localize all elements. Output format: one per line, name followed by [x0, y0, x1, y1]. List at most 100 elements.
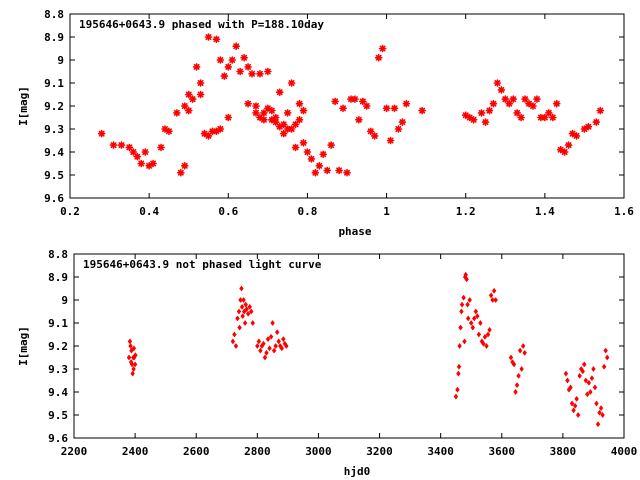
data-point — [279, 345, 285, 352]
data-point — [284, 342, 289, 350]
data-point — [275, 88, 284, 96]
data-point — [418, 106, 426, 115]
data-point — [568, 384, 573, 391]
x-tick-label: 3000 — [305, 445, 332, 458]
data-point — [311, 168, 320, 177]
data-point — [279, 129, 288, 138]
data-point — [188, 95, 197, 103]
data-point — [97, 129, 106, 138]
data-point — [394, 125, 403, 133]
data-point — [295, 99, 304, 108]
data-point — [459, 308, 464, 315]
data-point — [596, 106, 605, 115]
data-point — [575, 411, 581, 419]
data-point — [569, 400, 575, 407]
plot-frame — [69, 13, 625, 199]
data-point — [244, 63, 252, 71]
data-point — [270, 319, 275, 327]
data-point — [459, 301, 465, 308]
data-point — [589, 375, 595, 382]
data-point — [511, 361, 517, 368]
data-point — [386, 136, 395, 145]
y-tick-label: 9.4 — [48, 386, 68, 399]
data-point — [239, 303, 245, 310]
data-point — [469, 116, 478, 124]
data-point — [260, 109, 268, 117]
y-tick-label: 9.2 — [48, 340, 68, 353]
data-point — [196, 90, 205, 99]
x-tick-label: 2400 — [122, 445, 149, 458]
data-series — [126, 271, 610, 428]
data-point — [291, 120, 300, 129]
data-point — [242, 319, 248, 327]
data-point — [236, 67, 244, 76]
data-point — [264, 349, 269, 356]
data-point — [244, 99, 252, 108]
data-point — [564, 141, 573, 149]
y-tick-label: 9.1 — [48, 317, 68, 330]
x-tick-label: 3400 — [427, 445, 454, 458]
data-point — [493, 296, 498, 304]
chart-panel-2: 2200 2400 2600 2800 3000 3200 3400 3600 3800 4000… — [17, 248, 637, 478]
data-point — [472, 315, 477, 322]
data-point — [482, 333, 488, 340]
data-point — [157, 143, 165, 152]
data-point — [232, 331, 237, 338]
data-point — [131, 345, 137, 352]
data-point — [224, 113, 233, 122]
data-point — [468, 319, 474, 327]
x-tick-label: 1 — [383, 205, 390, 218]
data-point — [390, 104, 399, 113]
data-point — [598, 405, 604, 412]
x-tick-label: 2800 — [244, 445, 271, 458]
y-tick-label: 8.8 — [44, 8, 64, 21]
data-point — [476, 331, 482, 338]
data-point — [378, 44, 387, 53]
data-point — [173, 109, 181, 117]
data-point — [238, 296, 243, 304]
data-point — [204, 33, 213, 41]
x-axis-label: phase — [338, 225, 371, 238]
data-point — [456, 363, 462, 370]
data-point — [522, 349, 527, 356]
data-point — [572, 402, 578, 409]
data-point — [513, 109, 521, 117]
data-point — [521, 95, 529, 103]
y-tick-label: 9.1 — [44, 77, 64, 90]
data-point — [586, 379, 592, 386]
data-point — [488, 292, 494, 299]
data-point — [129, 148, 138, 156]
data-point — [398, 118, 407, 126]
x-tick-label: 0.8 — [297, 205, 317, 218]
data-point — [501, 95, 510, 103]
data-point — [212, 35, 221, 44]
data-point — [319, 150, 328, 159]
data-point — [600, 411, 605, 419]
data-point — [129, 361, 135, 368]
data-point — [595, 421, 601, 428]
data-point — [165, 127, 173, 136]
data-point — [463, 271, 468, 278]
data-point — [588, 388, 593, 396]
data-point — [247, 303, 252, 310]
data-point — [478, 319, 483, 327]
data-point — [117, 141, 126, 149]
data-point — [180, 102, 189, 110]
data-point — [145, 162, 153, 170]
chart-title: 195646+0643.9 not phased light curve — [83, 258, 322, 271]
chart-title: 195646+0643.9 phased with P=188.10day — [79, 18, 324, 31]
data-point — [339, 104, 347, 113]
data-point — [287, 125, 296, 133]
data-point — [517, 347, 523, 354]
data-point — [149, 159, 157, 168]
data-point — [584, 122, 593, 131]
data-point — [184, 106, 193, 115]
data-point — [541, 113, 549, 122]
data-point — [243, 301, 248, 308]
data-point — [362, 102, 371, 110]
data-point — [291, 143, 300, 152]
data-point — [256, 338, 262, 345]
data-point — [177, 168, 185, 177]
data-point — [343, 168, 351, 177]
